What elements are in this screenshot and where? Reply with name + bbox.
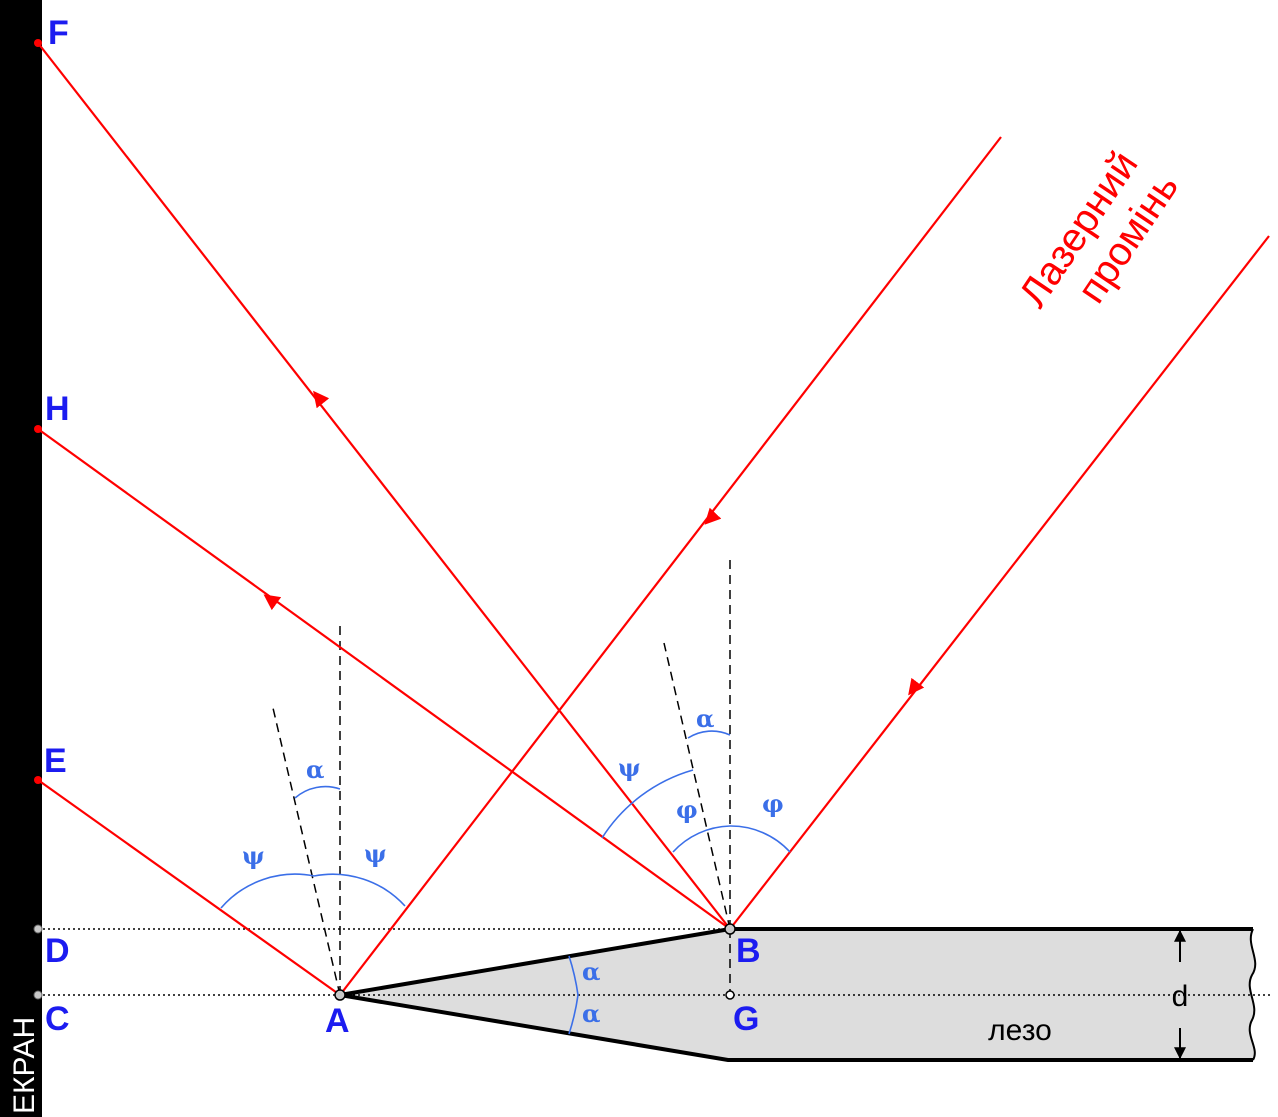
arc-psi-a-left [220,873,315,909]
angle-arcs [220,730,791,1035]
arc-alpha-a [294,785,341,799]
ray-b-to-f [37,42,731,930]
point-g [725,990,735,1000]
label-h: H [45,390,70,428]
label-a: A [325,1002,350,1040]
arrow-incoming-b [908,677,925,696]
point-d [33,924,43,934]
laser-ray-to-b [729,235,1270,930]
point-e [34,776,42,784]
label-g: G [733,1000,759,1038]
blade-body [340,929,1256,1060]
arc-alpha-b [687,730,731,739]
point-c [33,990,43,1000]
label-f: F [48,14,69,52]
point-h [34,425,42,433]
arc-psi-b [601,769,694,839]
ray-b-to-h [37,428,731,930]
blade-label: лезо [988,1014,1052,1047]
angle-alpha-blade-lower: α [582,999,600,1028]
label-b: B [736,932,761,970]
point-f [34,39,42,47]
dimension-d-label: d [1172,980,1189,1013]
arrow-outgoing-h [263,594,282,611]
label-d: D [45,932,70,970]
angle-psi-a-right: ψ [364,839,387,868]
arc-alpha-blade-lower [568,994,579,1035]
arc-phi-b-right [729,825,791,853]
angle-psi-a-left: ψ [242,841,265,870]
point-b [724,923,736,935]
angle-alpha-b: α [696,704,714,733]
ray-a-to-e [37,779,341,996]
label-c: C [45,1000,70,1038]
arc-psi-a-right [313,873,406,907]
screen-bar [0,0,42,1117]
arc-phi-b-left [672,825,731,853]
normal-b-tilted [663,642,731,930]
angle-alpha-blade-upper: α [582,957,600,986]
screen-label: ЕКРАН [8,1017,41,1114]
angle-phi-b-right: φ [762,789,784,818]
point-a [334,989,346,1001]
angle-alpha-a: α [306,755,324,784]
label-e: E [44,742,67,780]
arrow-outgoing-f [313,390,330,409]
angle-psi-b: ψ [618,753,641,782]
laser-label: Лазерний промінь [1011,144,1187,316]
laser-ray-to-a [339,136,1002,996]
normal-a-tilted [272,707,341,996]
arc-alpha-blade-upper [568,955,579,996]
angle-phi-b-left: φ [676,795,698,824]
blade-break-edge [1248,928,1257,1061]
